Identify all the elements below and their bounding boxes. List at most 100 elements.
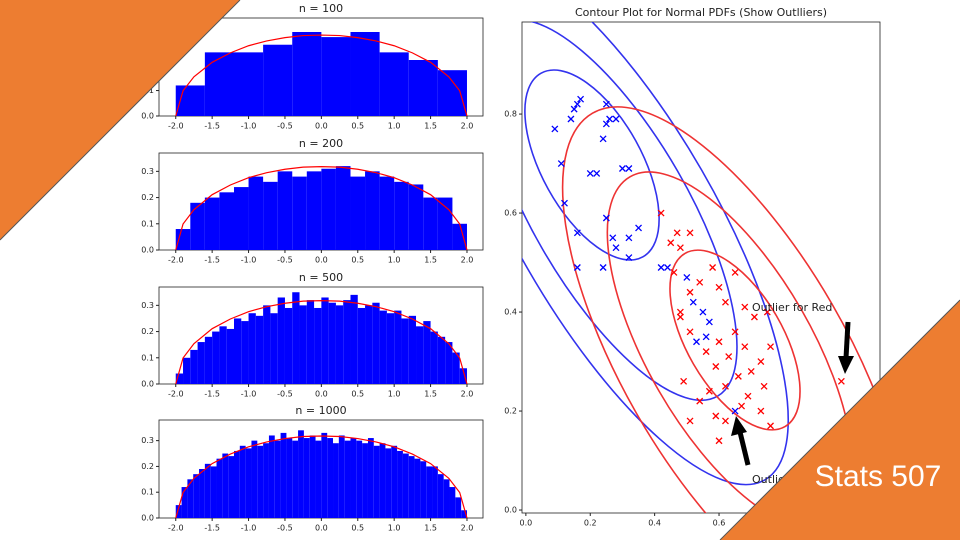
point — [741, 343, 749, 351]
bar — [245, 448, 252, 518]
point — [715, 437, 723, 445]
x-tick-label: -1.5 — [204, 390, 220, 399]
corner-line — [719, 299, 960, 540]
x-tick-label: 1.0 — [388, 390, 401, 399]
x-tick-label: 0.5 — [351, 122, 364, 131]
bar — [459, 368, 467, 384]
bar — [379, 52, 409, 116]
x-tick-label: 2.0 — [461, 122, 474, 131]
bar — [210, 466, 217, 518]
x-tick-label: 1.5 — [424, 524, 437, 533]
point — [722, 298, 729, 306]
point — [606, 115, 614, 123]
contour — [522, 22, 790, 486]
bar — [175, 373, 184, 384]
point — [609, 234, 617, 242]
x-tick-label: -2.0 — [168, 256, 184, 265]
x-tick-label: -1.5 — [204, 524, 220, 533]
y-tick-label: 0.2 — [141, 327, 154, 336]
x-tick-label: 1.0 — [388, 524, 401, 533]
x-tick-label: 1.5 — [424, 256, 437, 265]
point — [625, 234, 633, 242]
bar — [420, 461, 427, 518]
bar — [408, 315, 417, 384]
marks — [551, 95, 845, 445]
pdf-curve — [175, 300, 468, 385]
x-tick-label: 0.0 — [519, 519, 532, 528]
point — [612, 115, 620, 123]
bar — [350, 32, 380, 116]
bar — [292, 32, 322, 116]
bar — [204, 463, 211, 518]
point — [570, 105, 578, 113]
point — [561, 199, 568, 207]
bar — [190, 202, 205, 250]
bar — [445, 342, 453, 384]
bar — [338, 435, 345, 518]
bar — [204, 336, 213, 384]
plot-frame — [521, 21, 881, 514]
bar — [175, 505, 182, 518]
bar — [199, 469, 205, 518]
bar — [449, 487, 456, 518]
point — [625, 165, 633, 172]
point — [676, 308, 684, 316]
bar — [309, 435, 316, 518]
bar — [219, 192, 234, 250]
x-tick-label: 1.0 — [388, 256, 401, 265]
bar — [222, 453, 229, 518]
x-tick-label: -1.5 — [204, 256, 220, 265]
x-tick-label: 0.6 — [713, 519, 726, 528]
bar — [187, 479, 194, 518]
point — [731, 268, 739, 276]
point — [593, 169, 601, 177]
y-tick-label: 0.3 — [141, 436, 154, 445]
bar — [212, 331, 220, 384]
y-tick-label: 0.0 — [504, 506, 517, 515]
point — [709, 264, 717, 271]
x-tick-label: 0.5 — [351, 390, 364, 399]
bar — [233, 187, 249, 250]
bar — [303, 438, 310, 518]
bar — [432, 466, 438, 518]
bar — [204, 197, 220, 250]
arrows — [731, 321, 854, 466]
bar — [233, 318, 242, 384]
x-tick-label: -1.0 — [241, 524, 257, 533]
point — [683, 273, 691, 281]
point — [657, 264, 665, 271]
bar — [365, 171, 380, 250]
x-tick-label: -0.5 — [277, 390, 293, 399]
y-tick-label: 0.4 — [504, 308, 517, 317]
bar — [426, 466, 433, 518]
point — [686, 229, 694, 237]
point — [573, 264, 581, 271]
annotation: Outlier for Red — [752, 301, 832, 314]
bar — [175, 229, 191, 250]
point — [760, 382, 768, 390]
point — [689, 298, 697, 306]
x-tick-label: 0.4 — [648, 519, 661, 528]
x-tick-label: 0.2 — [584, 519, 597, 528]
point — [602, 120, 610, 128]
x-tick-label: 0.0 — [315, 122, 328, 131]
bar — [350, 294, 358, 384]
y-tick-label: 0.1 — [141, 488, 154, 497]
point — [731, 328, 739, 336]
bar — [248, 313, 256, 384]
pdf-curve — [175, 435, 468, 519]
point — [667, 239, 675, 247]
point — [599, 135, 607, 143]
bar — [423, 321, 431, 384]
arrow-head — [838, 356, 854, 374]
bar — [437, 336, 446, 384]
point — [586, 169, 594, 177]
x-tick-label: 2.0 — [461, 390, 474, 399]
bar — [306, 171, 322, 250]
bar — [386, 313, 395, 384]
bar — [367, 438, 374, 518]
bar — [416, 326, 424, 384]
x-tick-label: -2.0 — [168, 390, 184, 399]
point — [676, 244, 684, 252]
point — [602, 214, 610, 222]
